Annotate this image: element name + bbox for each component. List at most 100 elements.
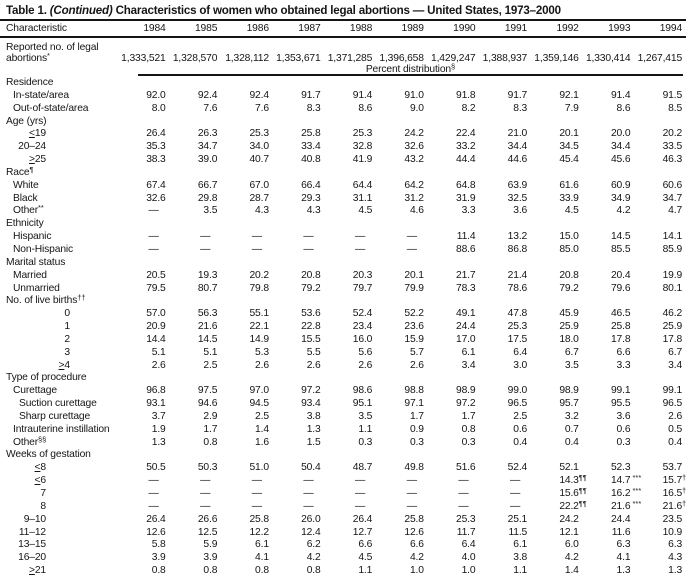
cell-value: 26.6: [197, 513, 218, 525]
data-cell: 64.8: [428, 180, 480, 193]
cell-value: 6.3: [616, 539, 631, 551]
cell-value: 12.6: [404, 526, 424, 538]
cell-value: 91.7: [507, 89, 528, 101]
cell-value: 43.2: [404, 154, 424, 166]
data-cell: 6.3: [634, 539, 686, 552]
no-data-dash: —: [251, 243, 262, 255]
cell-value: 26.0: [301, 513, 321, 525]
data-cell: 3.5: [531, 360, 583, 373]
row-label: Type of procedure: [6, 372, 87, 384]
no-data-dash: —: [251, 475, 262, 487]
cell-value: 0.5: [668, 423, 683, 435]
no-data-dash: —: [251, 500, 262, 512]
data-cell: 21.6: [170, 321, 222, 334]
cell-value: 28.7: [249, 192, 269, 204]
cell-value: 44.6: [507, 154, 528, 166]
no-data-dash: —: [303, 231, 314, 243]
cell-value: 1.1: [358, 423, 373, 435]
cell-value: 6.6: [409, 539, 424, 551]
cell-value: 34.4: [507, 141, 528, 153]
data-cell: 34.5: [531, 141, 583, 154]
data-cell: 20.0: [583, 128, 635, 141]
data-cell: —: [376, 244, 428, 257]
cell-value: 95.1: [352, 398, 373, 410]
cell-value: 50.3: [197, 462, 218, 474]
data-cell: 3.9: [118, 552, 170, 565]
cell-value: 60.6: [662, 179, 683, 191]
data-cell: 92.4: [170, 90, 222, 103]
cell-value: 8.3: [306, 102, 321, 114]
data-cell: 66.4: [273, 180, 325, 193]
cell-value: 17.5: [507, 333, 528, 345]
row-label: <6: [34, 475, 47, 487]
cell-value: 32.6: [146, 192, 166, 204]
data-cell: 52.2: [376, 308, 428, 321]
row-label: 1: [64, 321, 70, 333]
data-cell: 60.9: [583, 180, 635, 193]
year-header: 1993: [608, 23, 631, 34]
lte-gte-symbol: <: [28, 128, 35, 140]
data-cell: 86.8: [479, 244, 531, 257]
data-cell: —: [376, 501, 428, 514]
row-label: Residence: [6, 77, 54, 88]
cell-value: 88.6: [456, 243, 476, 255]
data-cell: 97.5: [170, 385, 222, 398]
cell-value: 99.0: [507, 385, 528, 397]
cell-value: 94.5: [249, 398, 269, 410]
data-cell: 80.1: [634, 283, 686, 296]
cell-value: 6.0: [564, 539, 579, 551]
reported-count-cell: 1,333,521: [121, 53, 166, 64]
data-cell: 67.4: [118, 180, 170, 193]
data-cell: 56.3: [170, 308, 222, 321]
row-label: Non-Hispanic: [13, 243, 74, 255]
cell-value: 91.7: [301, 89, 321, 101]
row-label: 16–20: [18, 552, 46, 564]
row-label: Weeks of gestation: [6, 449, 91, 461]
data-cell: 22.2¶¶: [559, 498, 587, 512]
cell-value: 52.4: [352, 308, 373, 320]
data-cell: 2.5: [170, 360, 222, 373]
data-cell: 79.7: [325, 283, 377, 296]
data-cell: 91.0: [376, 90, 428, 103]
cell-value: 20.8: [559, 269, 579, 281]
cell-value: 17.8: [610, 333, 631, 345]
cell-value: 53.7: [662, 462, 683, 474]
title-divider: [0, 19, 686, 21]
data-cell: 50.3: [170, 462, 222, 475]
data-cell: 34.9: [583, 193, 635, 206]
data-cell: 0.9: [376, 424, 428, 437]
data-cell: 49.8: [376, 462, 428, 475]
data-cell: 98.8: [376, 385, 428, 398]
cell-value: 39.0: [197, 154, 218, 166]
data-cell: 60.6: [634, 180, 686, 193]
data-cell: 11.5: [479, 527, 531, 540]
data-cell: 14.7 ***: [610, 473, 642, 487]
data-cell: 20.1: [376, 270, 428, 283]
cell-value: 6.1: [513, 539, 528, 551]
data-cell: 20.5: [118, 270, 170, 283]
data-cell: —: [221, 244, 273, 257]
cell-value: 1.3: [306, 423, 321, 435]
data-cell: 33.2: [428, 141, 480, 154]
cell-value: 79.2: [301, 282, 321, 294]
cell-value: 94.6: [197, 398, 218, 410]
data-cell: 0.8: [170, 437, 222, 450]
cell-value: 1.4: [564, 565, 579, 577]
cell-value: 26.4: [146, 513, 166, 525]
data-cell: 17.5: [479, 334, 531, 347]
data-cell: 78.6: [479, 283, 531, 296]
data-cell: 57.0: [118, 308, 170, 321]
data-cell: 12.5: [170, 527, 222, 540]
data-cell: 85.5: [583, 244, 635, 257]
data-cell: —: [118, 231, 170, 244]
cell-value: 2.6: [255, 359, 269, 371]
data-cell: 34.4: [479, 141, 531, 154]
group-row: Race¶: [0, 165, 686, 180]
no-data-dash: —: [148, 205, 159, 217]
row-label: 2: [64, 333, 70, 345]
cell-value: 15.0: [559, 231, 579, 243]
data-cell: 6.1: [221, 539, 273, 552]
data-cell: 6.7: [531, 347, 583, 360]
data-cell: 39.0: [170, 154, 222, 167]
data-cell: 25.3: [325, 128, 377, 141]
